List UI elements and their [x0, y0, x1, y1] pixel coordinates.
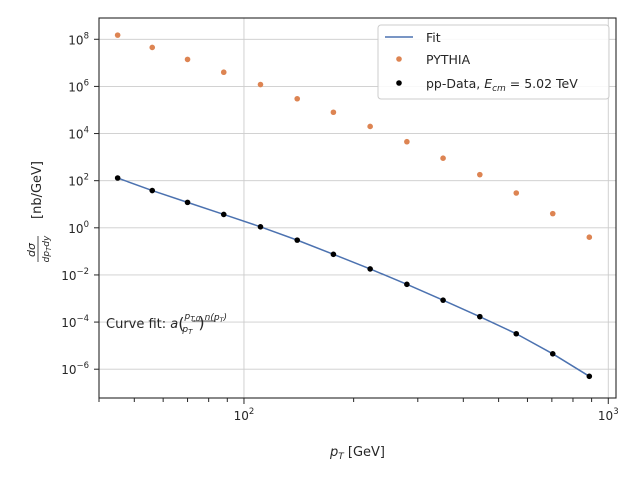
data-point	[367, 266, 373, 272]
fit-curve	[117, 177, 590, 377]
data-point	[513, 330, 520, 337]
data-point	[149, 187, 156, 194]
data-point	[257, 224, 264, 230]
grid	[99, 18, 616, 398]
legend-pythia-label: PYTHIA	[426, 52, 471, 67]
svg-text:dσ: dσ	[25, 242, 38, 257]
pythia-point	[149, 44, 156, 51]
data-point	[404, 281, 410, 288]
pythia-point	[184, 56, 191, 63]
plot-frame	[98, 17, 617, 399]
y-tick-label: 106	[68, 78, 89, 94]
data-point	[330, 251, 337, 258]
data-point	[477, 313, 483, 320]
svg-text:dpTdy: dpTdy	[42, 235, 53, 262]
pythia-point	[367, 123, 373, 130]
y-tick-label: 108	[68, 31, 89, 47]
legend: Fit PYTHIA pp-Data, Ecm = 5.02 TeV	[377, 24, 610, 100]
y-tick-label: 100	[68, 220, 89, 236]
pythia-point	[330, 109, 337, 116]
y-axis-title: dσ dpTdy [nb/GeV]	[25, 161, 53, 262]
y-tick-label: 104	[68, 126, 89, 142]
pythia-point	[586, 234, 593, 240]
data-point	[294, 237, 301, 243]
plot-series	[114, 32, 593, 380]
svg-text:[nb/GeV]: [nb/GeV]	[30, 161, 45, 219]
pythia-point	[294, 95, 301, 102]
legend-fit-label: Fit	[426, 30, 441, 45]
y-tick-label: 10−4	[61, 314, 89, 330]
pythia-point	[549, 210, 556, 217]
x-axis-title: pT [GeV]	[329, 445, 385, 462]
x-tick-label: 102	[234, 407, 255, 423]
curve-fit-annotation: Curve fit: a(pT,0​pT)n(pT)	[106, 312, 227, 336]
data-point	[586, 373, 593, 380]
pythia-point	[440, 155, 446, 161]
data-point	[114, 175, 121, 181]
legend-data-label: pp-Data, Ecm = 5.02 TeV	[426, 76, 578, 94]
legend-box	[377, 24, 610, 100]
legend-pythia-swatch	[396, 56, 402, 62]
pythia-point	[114, 32, 121, 38]
y-tick-label: 10−6	[61, 361, 89, 377]
data-point	[549, 351, 556, 357]
data-point	[220, 211, 227, 218]
pythia-point	[477, 171, 483, 178]
y-tick-label: 10−2	[61, 267, 89, 283]
x-tick-label: 103	[598, 407, 619, 423]
legend-data-swatch	[396, 80, 402, 86]
data-point	[440, 297, 446, 303]
pythia-point	[257, 81, 264, 88]
y-tick-label: 102	[68, 173, 89, 189]
axis-ticks: 10−6 10−4 10−2 100 102 104 106 108 102 103	[61, 31, 618, 423]
pythia-point	[220, 69, 227, 76]
data-point	[184, 199, 191, 206]
pythia-point	[513, 190, 520, 196]
pythia-point	[404, 138, 410, 145]
